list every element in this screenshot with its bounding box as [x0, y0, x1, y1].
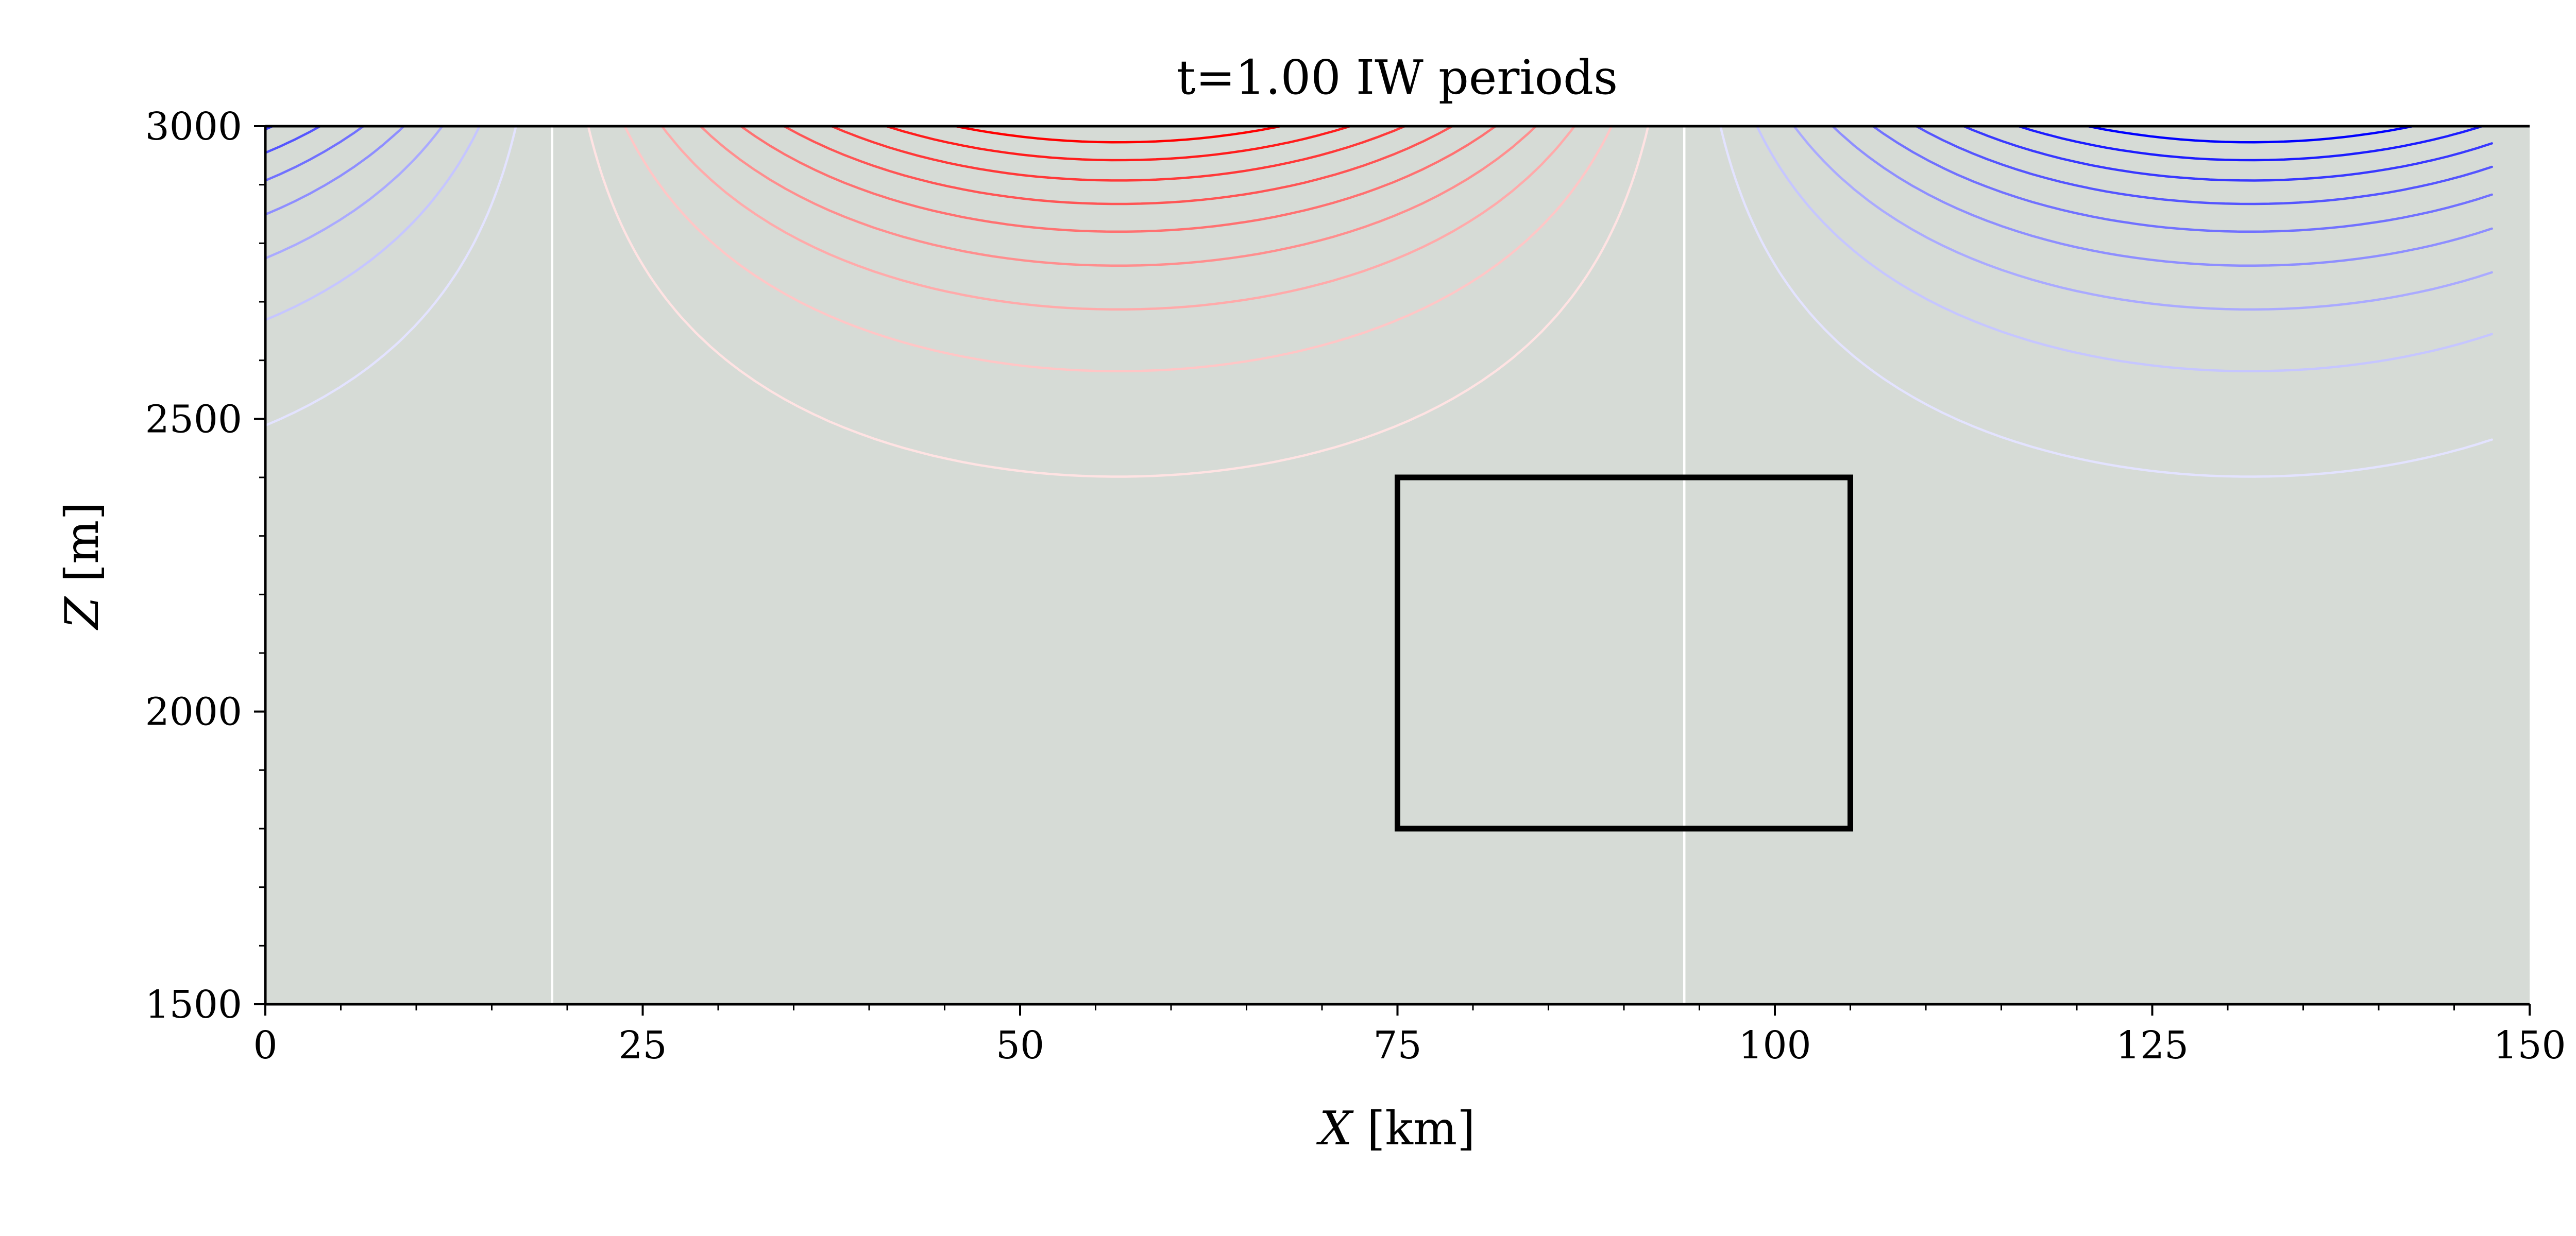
y-tick-label: 2500: [145, 397, 242, 441]
y-tick-label: 2000: [145, 690, 242, 734]
x-tick-label: 0: [253, 1023, 277, 1068]
x-tick-label: 100: [1738, 1023, 1811, 1068]
x-axis-ticks: 0 25 50 75 100 125 150: [253, 1004, 2566, 1068]
contour-line: [265, 126, 2493, 205]
contour-line: [265, 126, 2493, 233]
contour-line: [830, 126, 1406, 182]
chart-title: t=1.00 IW periods: [1177, 50, 1618, 105]
y-axis-ticks: 1500 2000 2500 3000: [145, 105, 265, 1027]
inset-box: [1395, 474, 1853, 832]
x-tick-label: 125: [2116, 1023, 2189, 1068]
y-axis-unit: [m]: [55, 502, 109, 597]
contour-line: [265, 126, 2493, 182]
x-axis-unit: [km]: [1352, 1102, 1476, 1156]
contour-line: [699, 126, 1537, 267]
contour-lines: [265, 126, 2493, 1004]
contour-line: [265, 126, 2493, 267]
contour-line: [587, 126, 1650, 478]
contour-line: [265, 126, 2493, 372]
contour-line: [265, 126, 2493, 311]
y-tick-label: 3000: [145, 105, 242, 149]
x-axis-label: X [km]: [1316, 1102, 1476, 1156]
contour-line: [885, 126, 1351, 162]
y-axis-label: Z [m]: [55, 502, 109, 631]
contour-line: [955, 126, 1282, 144]
x-tick-label: 150: [2493, 1023, 2566, 1068]
contour-line: [783, 126, 1454, 205]
contour-line: [2017, 126, 2484, 162]
contour-line: [265, 126, 2493, 478]
contour-line: [739, 126, 1497, 233]
x-tick-label: 25: [618, 1023, 667, 1068]
contour-line: [623, 126, 1613, 372]
y-tick-label: 1500: [145, 983, 242, 1027]
x-tick-label: 50: [996, 1023, 1044, 1068]
contour-line: [660, 126, 1576, 311]
y-axis-variable: Z: [55, 596, 109, 630]
x-axis-variable: X: [1316, 1102, 1354, 1156]
x-tick-label: 75: [1373, 1023, 1421, 1068]
